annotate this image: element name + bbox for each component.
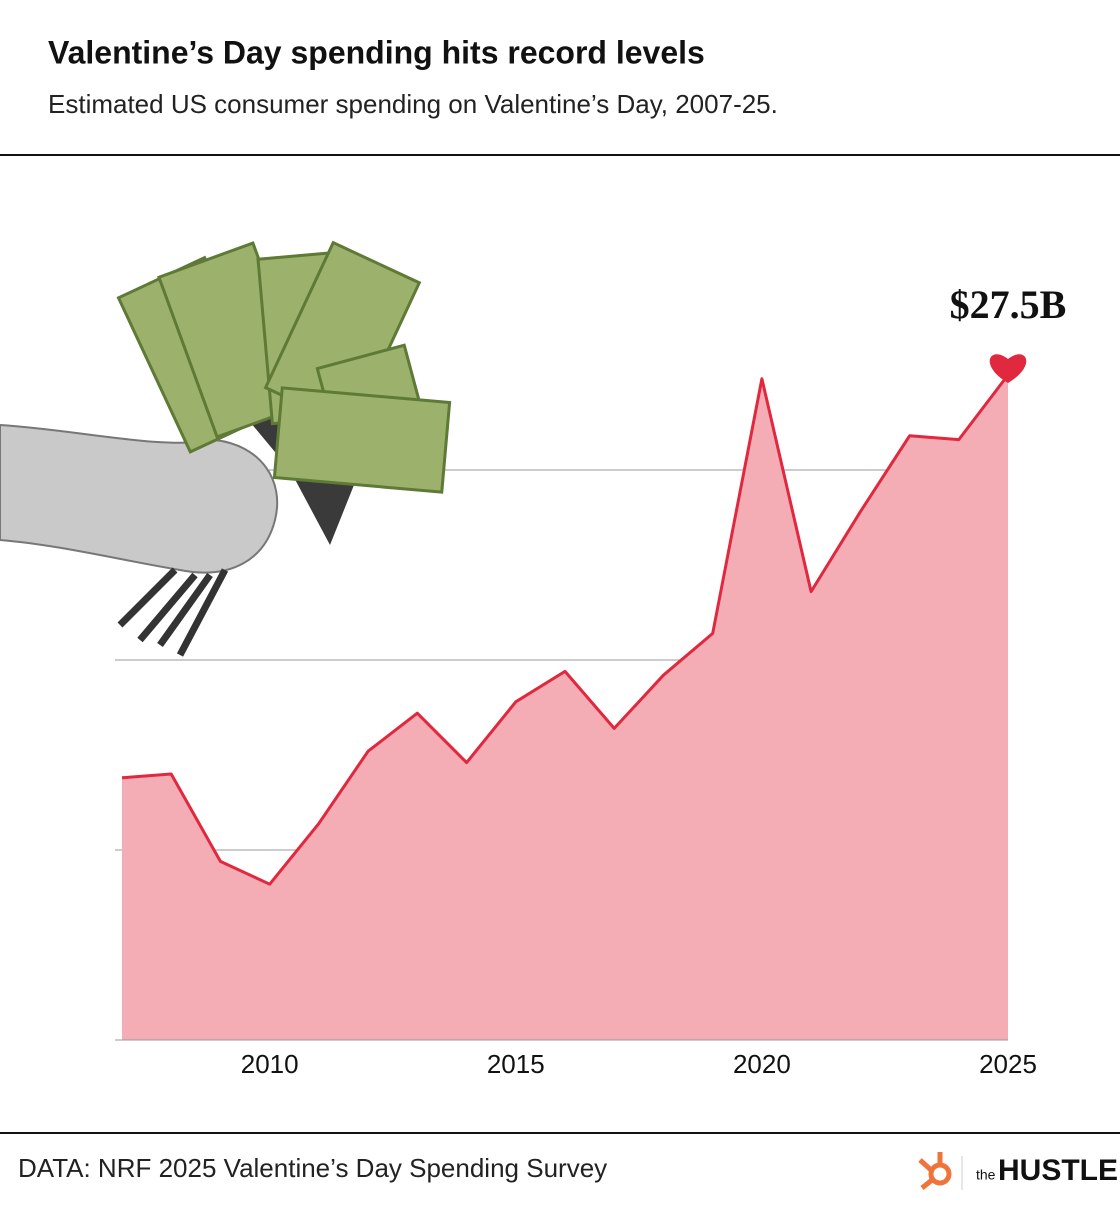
chart-title: Valentine’s Day spending hits record lev…	[48, 34, 705, 70]
x-tick-label: 2010	[241, 1049, 299, 1079]
annotation: $27.5B	[950, 282, 1067, 327]
x-tick-label: 2020	[733, 1049, 791, 1079]
brand-name: HUSTLE	[998, 1154, 1118, 1187]
illustration	[0, 240, 452, 657]
x-tick-label: 2015	[487, 1049, 545, 1079]
heart-marker	[989, 354, 1027, 383]
plot: 2010 2015 2020 2025 $27.5B	[115, 282, 1066, 1079]
brand-prefix: the	[976, 1167, 996, 1183]
area	[122, 375, 1008, 1040]
x-tick-label: 2025	[979, 1049, 1037, 1079]
chart-subtitle: Estimated US consumer spending on Valent…	[48, 89, 778, 119]
source: DATA: NRF 2025 Valentine’s Day Spending …	[18, 1153, 607, 1183]
line	[121, 374, 1010, 886]
brand-icon	[918, 1152, 952, 1190]
